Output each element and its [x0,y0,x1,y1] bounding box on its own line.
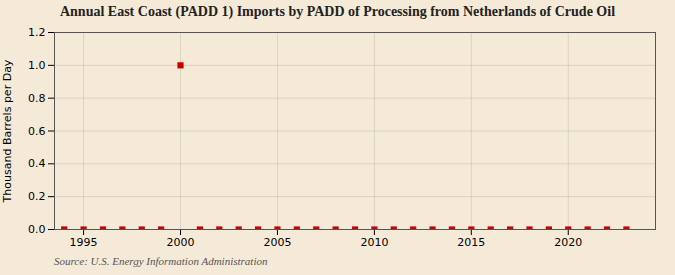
svg-text:0.0: 0.0 [28,223,46,236]
svg-text:0.6: 0.6 [28,125,46,138]
svg-text:1.0: 1.0 [28,59,46,72]
svg-text:2015: 2015 [457,236,485,249]
svg-text:0.8: 0.8 [28,92,46,105]
svg-text:1995: 1995 [70,236,98,249]
svg-text:2005: 2005 [263,236,291,249]
svg-text:0.2: 0.2 [28,190,46,203]
svg-text:2010: 2010 [360,236,388,249]
svg-text:Thousand Barrels per Day: Thousand Barrels per Day [1,59,14,203]
svg-text:0.4: 0.4 [28,157,46,170]
svg-text:2000: 2000 [167,236,195,249]
html-text:Annual East Coast (PADD 1) Imp: Annual East Coast (PADD 1) Imports by PA… [60,4,615,19]
html-text:Source: U.S. Energy Informatio: Source: U.S. Energy Information Administ… [54,255,268,267]
svg-text:1.2: 1.2 [28,26,46,39]
svg-text:2020: 2020 [554,236,582,249]
